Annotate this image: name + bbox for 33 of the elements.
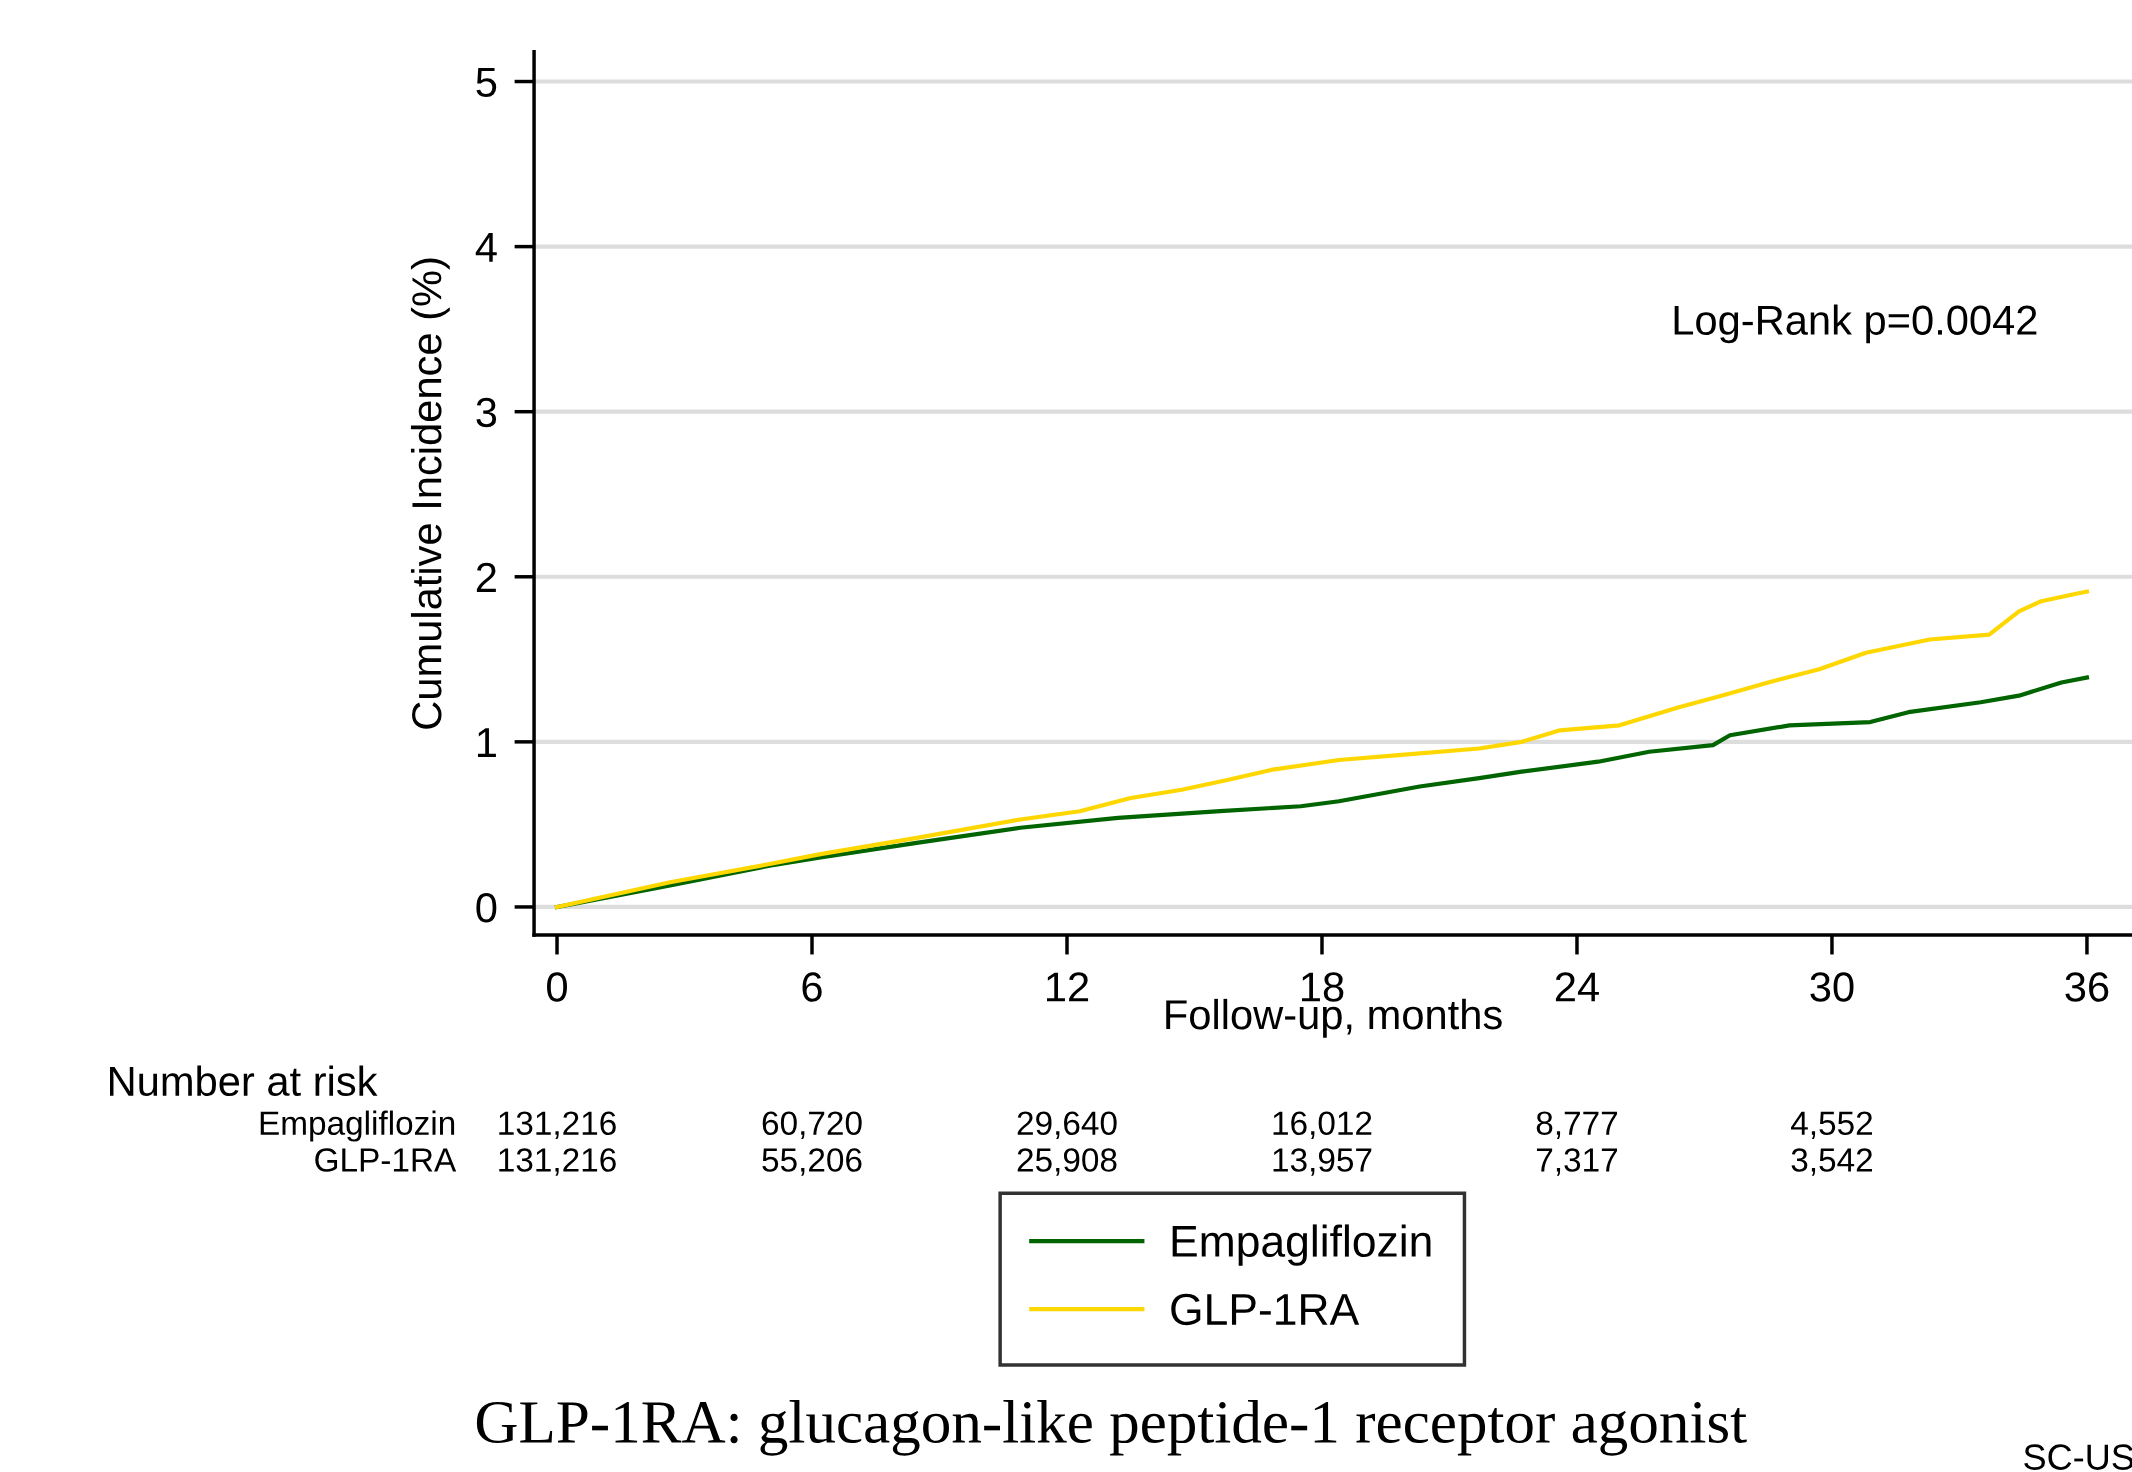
text: Number at risk	[110, 1065, 378, 1097]
text: GLP-1RA	[315, 1148, 457, 1172]
legend-label: GLP-1RA	[1171, 1293, 1360, 1326]
text: 13,957	[1273, 1148, 1372, 1176]
legend-label: Empagliflozin	[1172, 1224, 1431, 1266]
y-tick-label: 4	[475, 233, 497, 262]
annotation: Log-Rank p=0.0042	[1674, 304, 2037, 344]
text: 8,777	[1536, 1111, 1618, 1139]
x-tick-label: 30	[1810, 972, 1854, 1002]
y-tick-label: 2	[476, 562, 496, 592]
text: 4,552	[1791, 1111, 1872, 1139]
y-axis-title: Cumulative Incidence (%)	[410, 258, 450, 729]
y-tick-label: 3	[476, 397, 497, 428]
x-tick-label: 0	[547, 972, 567, 1002]
text: 3,542	[1791, 1148, 1872, 1176]
text: GLP-1RA: glucagon-like peptide-1 receptor agonist	[476, 1400, 1747, 1456]
line-series	[554, 589, 2090, 910]
text: 29,640	[1017, 1111, 1117, 1139]
text: 7,317	[1536, 1148, 1618, 1176]
y-tick-label: 1	[477, 728, 496, 757]
x-tick-label: 36	[2065, 972, 2109, 1002]
y-tick-label: 0	[476, 892, 497, 923]
text: 55,206	[762, 1148, 862, 1176]
text: 60,720	[762, 1111, 862, 1139]
x-tick-label: 12	[1047, 972, 1089, 1002]
x-tick-label: 6	[802, 972, 822, 1002]
y-tick-label: 5	[476, 67, 497, 98]
text: 16,012	[1273, 1111, 1372, 1139]
text: 25,908	[1017, 1148, 1117, 1176]
text: 131,216	[499, 1111, 616, 1139]
x-tick-label: 24	[1555, 972, 1599, 1002]
text: 131,216	[499, 1148, 616, 1176]
text: Empagliflozin	[260, 1110, 455, 1142]
